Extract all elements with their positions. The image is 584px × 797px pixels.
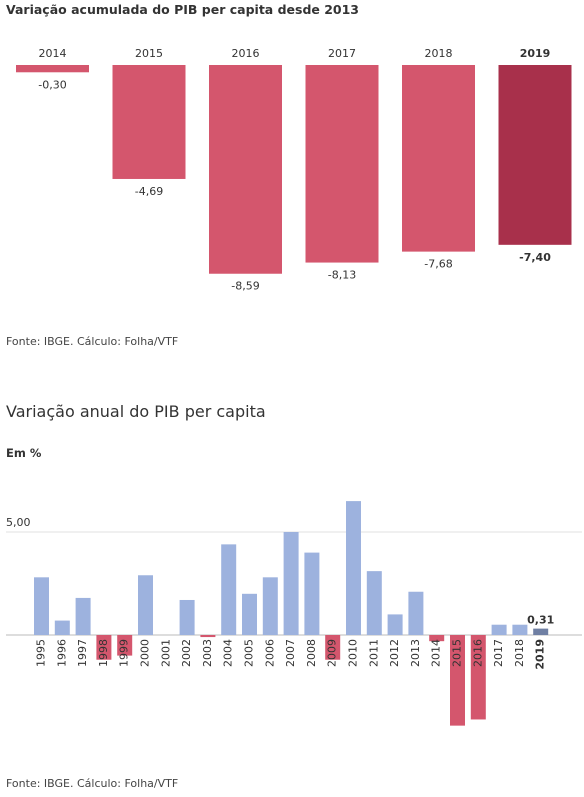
year-label: 2018 xyxy=(513,639,526,667)
year-label: 2005 xyxy=(243,639,256,667)
year-label: 2009 xyxy=(326,639,339,667)
year-label: 2014 xyxy=(39,47,67,60)
bar xyxy=(117,635,133,656)
value-label: -0,30 xyxy=(38,78,66,91)
year-label: 2008 xyxy=(305,639,318,667)
bar xyxy=(305,65,379,263)
bar xyxy=(75,597,91,635)
year-label: 2006 xyxy=(263,639,276,667)
bar xyxy=(179,599,195,635)
bar xyxy=(470,635,486,720)
bar xyxy=(366,571,382,635)
cumulative-bar-chart: 2014 -0,30 2015 -4,69 2016 -8,59 2017 -8,13 2018… xyxy=(16,47,572,293)
year-label: 1996 xyxy=(55,639,68,667)
bar xyxy=(498,65,572,245)
y-tick-label: 5,00 xyxy=(6,516,31,529)
year-label: 2015 xyxy=(135,47,163,60)
bar xyxy=(346,501,361,635)
bar xyxy=(512,624,528,635)
year-label: 2013 xyxy=(409,639,422,667)
year-label: 2011 xyxy=(367,639,380,667)
year-label: 2001 xyxy=(159,639,172,667)
bar xyxy=(262,577,278,635)
bar xyxy=(429,635,445,642)
chart2-unit-label: Em % xyxy=(6,446,42,460)
year-label: 1999 xyxy=(118,639,131,667)
bar xyxy=(200,635,216,638)
year-label: 2016 xyxy=(232,47,260,60)
year-label: 2015 xyxy=(451,639,464,667)
bar xyxy=(408,591,424,635)
year-label: 1997 xyxy=(76,639,89,667)
bar xyxy=(402,65,475,252)
bar xyxy=(96,635,112,660)
year-label: 2017 xyxy=(328,47,356,60)
annual-bar-chart: 5,00 1995 1996 1997 1998 1999 2000 2001 2002 2003… xyxy=(6,501,582,726)
bar xyxy=(283,532,299,635)
bar xyxy=(387,614,403,635)
year-label: 2002 xyxy=(180,639,193,667)
chart1-source: Fonte: IBGE. Cálculo: Folha/VTF xyxy=(6,335,179,348)
bar xyxy=(221,544,237,635)
year-label: 2010 xyxy=(347,639,360,667)
year-label: 2019 xyxy=(520,47,551,60)
year-label: 2018 xyxy=(425,47,453,60)
bar xyxy=(112,65,186,179)
bar xyxy=(304,552,320,635)
bar xyxy=(34,577,49,635)
bar xyxy=(450,635,465,726)
bar xyxy=(533,628,549,635)
value-label: -4,69 xyxy=(135,185,163,198)
value-label: -7,68 xyxy=(424,258,452,271)
year-label: 2004 xyxy=(222,639,235,667)
bar xyxy=(138,575,153,635)
value-label: -7,40 xyxy=(519,251,551,264)
chart2-source: Fonte: IBGE. Cálculo: Folha/VTF xyxy=(6,777,179,790)
bar xyxy=(491,624,507,635)
bar xyxy=(209,65,282,274)
year-label: 2016 xyxy=(471,639,484,667)
year-label: 2007 xyxy=(284,639,297,667)
bar xyxy=(54,620,70,635)
year-label: 2000 xyxy=(139,639,152,667)
value-label: -8,13 xyxy=(328,269,356,282)
bar xyxy=(242,593,257,635)
bar xyxy=(325,635,341,660)
value-label: 0,31 xyxy=(527,614,554,627)
year-label: 2003 xyxy=(201,639,214,667)
year-label: 2019 xyxy=(534,639,547,670)
chart1-title: Variação acumulada do PIB per capita des… xyxy=(6,2,360,17)
value-label: -8,59 xyxy=(231,280,259,293)
chart2-title: Variação anual do PIB per capita xyxy=(6,402,266,421)
year-label: 2014 xyxy=(430,639,443,667)
bar xyxy=(16,65,89,73)
year-label: 2017 xyxy=(492,639,505,667)
year-label: 1995 xyxy=(35,639,48,667)
year-label: 2012 xyxy=(388,639,401,667)
year-label: 1998 xyxy=(97,639,110,667)
